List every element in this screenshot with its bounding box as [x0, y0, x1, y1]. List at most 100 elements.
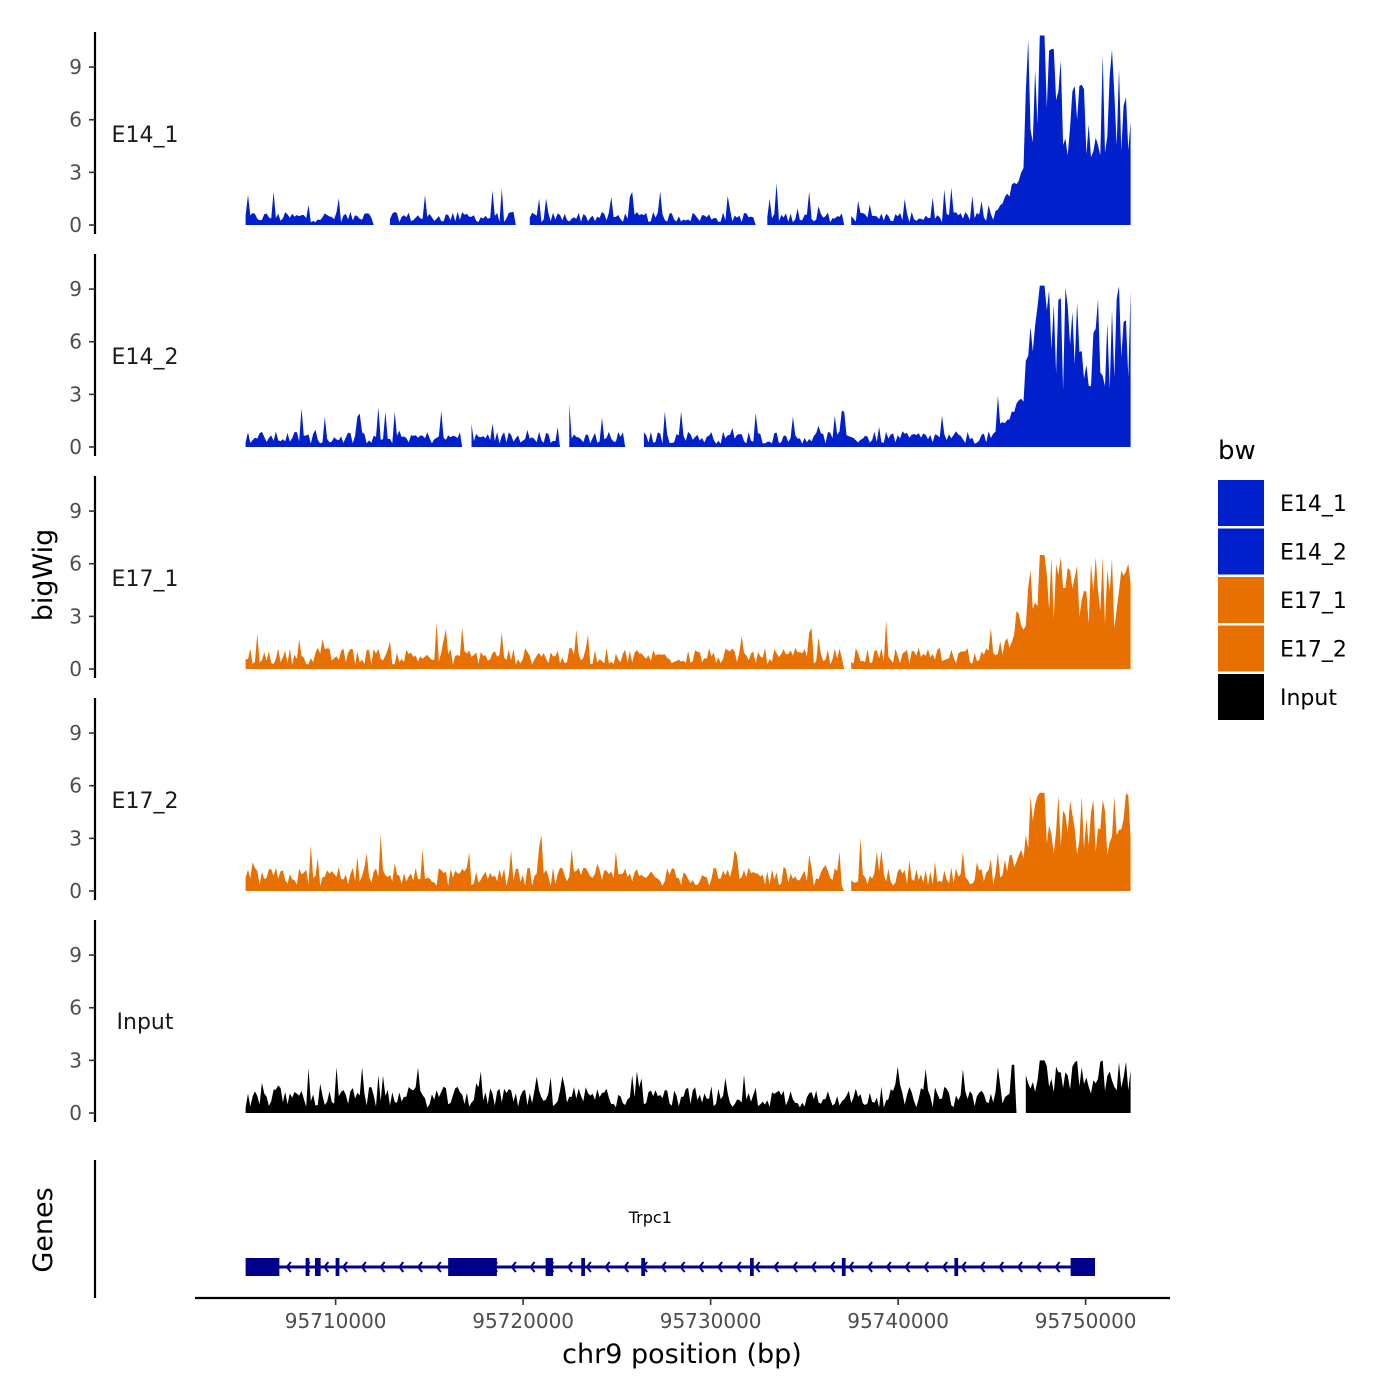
- signal-area-E14_1: [245, 35, 1131, 225]
- y-tick-label: 3: [69, 604, 82, 628]
- exon: [954, 1258, 959, 1276]
- strand-arrow: [379, 1261, 386, 1273]
- legend: bw E14_1 E14_2 E17_1 E17_2 Input: [1218, 436, 1347, 720]
- strand-arrow: [341, 1261, 348, 1273]
- y-tick-label: 6: [69, 552, 82, 576]
- strand-arrow: [754, 1261, 761, 1273]
- track-panels: 0 3 6 9 E14_1 0 3 6 9 E14_2 0 3 6 9 E17_1 0 3 6 9 E17_2 0 3 6 9…: [69, 32, 1131, 1125]
- strand-arrow: [866, 1261, 873, 1273]
- y-tick-label: 3: [69, 826, 82, 850]
- y-tick-label: 3: [69, 1048, 82, 1072]
- exon: [245, 1258, 280, 1276]
- y-tick-label: 0: [69, 1101, 82, 1125]
- y-tick-label: 3: [69, 160, 82, 184]
- strand-arrow: [791, 1261, 798, 1273]
- track-label: E17_1: [112, 567, 179, 592]
- x-tick-label: 95720000: [472, 1309, 574, 1333]
- genes-axis-title: Genes: [28, 1187, 59, 1272]
- track-Input: 0 3 6 9 Input: [69, 920, 1131, 1125]
- x-axis: 95710000 95720000 95730000 95740000 95750000: [195, 1296, 1170, 1333]
- track-E17_2: 0 3 6 9 E17_2: [69, 698, 1131, 903]
- legend-label-E14_2: E14_2: [1280, 541, 1347, 566]
- exon: [641, 1258, 645, 1276]
- strand-arrow: [941, 1261, 948, 1273]
- strand-arrow: [735, 1261, 742, 1273]
- y-tick-label: 6: [69, 108, 82, 132]
- legend-swatch-Input: [1218, 674, 1264, 720]
- strand-arrow: [416, 1261, 423, 1273]
- legend-swatch-E17_2: [1218, 625, 1264, 672]
- y-axis-title: bigWig: [28, 529, 59, 622]
- x-axis-title: chr9 position (bp): [562, 1339, 802, 1370]
- strand-arrow: [923, 1261, 930, 1273]
- exon: [448, 1258, 497, 1276]
- legend-swatch-E17_1: [1218, 577, 1264, 623]
- strand-arrow: [323, 1261, 330, 1273]
- track-label: Input: [117, 1010, 174, 1035]
- x-tick-label: 95710000: [285, 1309, 387, 1333]
- strand-arrow: [1016, 1261, 1023, 1273]
- strand-arrow: [1054, 1261, 1061, 1273]
- track-E14_2: 0 3 6 9 E14_2: [69, 254, 1131, 459]
- track-label: E14_2: [112, 345, 179, 370]
- exon: [545, 1258, 554, 1276]
- legend-label-E17_1: E17_1: [1280, 589, 1347, 614]
- x-tick-label: 95740000: [847, 1309, 949, 1333]
- strand-arrow: [585, 1261, 592, 1273]
- strand-arrow: [623, 1261, 630, 1273]
- strand-arrow: [716, 1261, 723, 1273]
- exon: [750, 1258, 754, 1276]
- strand-arrow: [960, 1261, 967, 1273]
- strand-arrow: [773, 1261, 780, 1273]
- exon: [335, 1258, 340, 1276]
- strand-arrow: [885, 1261, 892, 1273]
- y-tick-label: 0: [69, 435, 82, 459]
- strand-arrow: [604, 1261, 611, 1273]
- y-tick-label: 0: [69, 213, 82, 237]
- legend-label-Input: Input: [1280, 686, 1337, 711]
- legend-label-E14_1: E14_1: [1280, 492, 1347, 517]
- strand-arrow: [904, 1261, 911, 1273]
- exon: [305, 1258, 310, 1276]
- strand-arrow: [848, 1261, 855, 1273]
- strand-arrow: [510, 1261, 517, 1273]
- strand-arrow: [829, 1261, 836, 1273]
- strand-arrow: [566, 1261, 573, 1273]
- track-label: E14_1: [112, 123, 179, 148]
- y-tick-label: 0: [69, 657, 82, 681]
- legend-swatch-E14_1: [1218, 480, 1264, 526]
- strand-arrow: [810, 1261, 817, 1273]
- legend-label-E17_2: E17_2: [1280, 638, 1347, 663]
- strand-arrow: [398, 1261, 405, 1273]
- signal-area-E17_2: [245, 792, 1131, 891]
- x-tick-label: 95750000: [1035, 1309, 1137, 1333]
- strand-arrow: [285, 1261, 292, 1273]
- y-tick-label: 6: [69, 996, 82, 1020]
- y-tick-label: 0: [69, 879, 82, 903]
- strand-arrow: [660, 1261, 667, 1273]
- signal-area-Input: [245, 1060, 1131, 1113]
- signal-area-E17_1: [245, 555, 1131, 669]
- y-tick-label: 9: [69, 499, 82, 523]
- gene-label: Trpc1: [628, 1208, 672, 1227]
- legend-swatch-E14_2: [1218, 528, 1264, 575]
- y-tick-label: 6: [69, 774, 82, 798]
- genes-panel: Trpc1: [93, 1160, 1095, 1298]
- exon: [1070, 1258, 1095, 1276]
- x-tick-label: 95730000: [660, 1309, 762, 1333]
- strand-arrow: [998, 1261, 1005, 1273]
- strand-arrow: [679, 1261, 686, 1273]
- gene-Trpc1: Trpc1: [245, 1208, 1095, 1276]
- strand-arrow: [435, 1261, 442, 1273]
- y-tick-label: 9: [69, 943, 82, 967]
- track-label: E17_2: [112, 789, 179, 814]
- y-tick-label: 9: [69, 55, 82, 79]
- y-tick-label: 9: [69, 277, 82, 301]
- exon: [315, 1258, 321, 1276]
- strand-arrow: [360, 1261, 367, 1273]
- track-E14_1: 0 3 6 9 E14_1: [69, 32, 1131, 237]
- y-tick-label: 3: [69, 382, 82, 406]
- strand-arrow: [529, 1261, 536, 1273]
